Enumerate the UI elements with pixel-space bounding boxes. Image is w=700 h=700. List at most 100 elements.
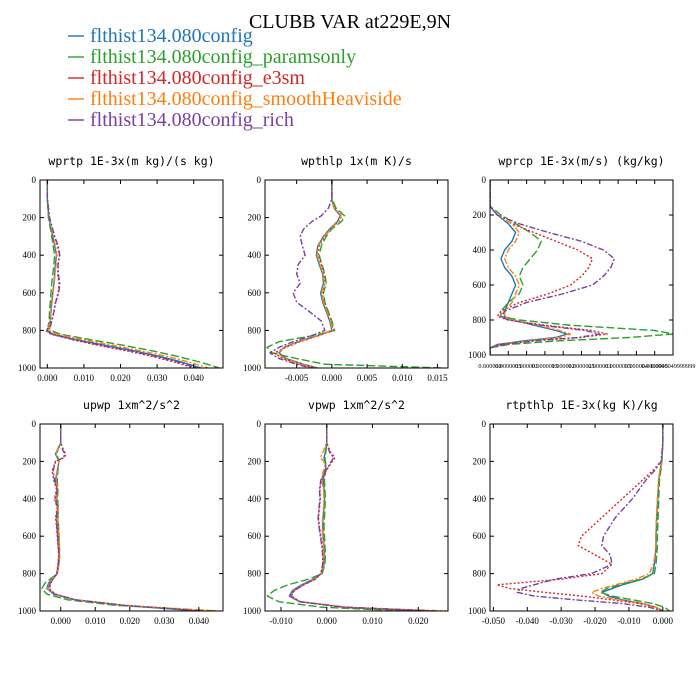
x-tick-label: 0.020 <box>110 373 131 383</box>
y-tick-label: 800 <box>248 569 262 579</box>
x-tick-label: -0.050 <box>482 616 506 626</box>
x-tick-label: 0.000004 <box>625 363 648 370</box>
x-tick-label: -0.005 <box>285 373 309 383</box>
panel-title: wprtp 1E-3x(m kg)/(s kg) <box>48 154 214 168</box>
y-tick-label: 800 <box>473 569 487 579</box>
legend-label: flthist134.080config_paramsonly <box>90 46 356 68</box>
x-tick-label: 0.020 <box>408 616 429 626</box>
panel-title: rtpthlp 1E-3x(kg K)/kg <box>505 398 657 412</box>
x-tick-label: 0.000 <box>317 616 338 626</box>
y-tick-label: 400 <box>473 494 487 504</box>
series-line <box>490 180 568 355</box>
series-line <box>45 180 198 368</box>
y-tick-label: 600 <box>473 280 487 290</box>
y-tick-label: 200 <box>473 456 487 466</box>
x-tick-label: -0.010 <box>617 616 641 626</box>
x-tick-label: -0.040 <box>516 616 540 626</box>
y-tick-label: 400 <box>473 245 487 255</box>
series-line <box>276 180 342 368</box>
x-tick-label: 0.010 <box>85 616 106 626</box>
legend-label: flthist134.080config <box>90 25 253 47</box>
legend: flthist134.080configflthist134.080config… <box>68 25 402 131</box>
y-tick-label: 1000 <box>18 606 37 616</box>
y-tick-label: 800 <box>23 325 37 335</box>
legend-label: flthist134.080config_e3sm <box>90 67 305 89</box>
series-line <box>269 180 333 368</box>
y-tick-label: 0 <box>482 175 487 185</box>
panel-title: upwp 1xm^2/s^2 <box>83 398 180 412</box>
y-tick-label: 800 <box>23 569 37 579</box>
y-tick-label: 0 <box>482 419 487 429</box>
chart-panel: upwp 1xm^2/s^2 0 200 400 600 800 1000 0.000 0.01… <box>18 398 224 626</box>
x-tick-label: 0.030 <box>154 616 175 626</box>
y-tick-label: 200 <box>23 456 37 466</box>
series-line <box>490 180 572 355</box>
legend-label: flthist134.080config_rich <box>90 109 294 131</box>
series-line <box>516 424 664 611</box>
y-tick-label: 1000 <box>18 363 37 373</box>
x-tick-label: 0.000 <box>322 373 343 383</box>
x-tick-label: -0.030 <box>550 616 574 626</box>
series-line <box>289 424 435 611</box>
x-tick-label: 0.0000005 <box>495 363 521 370</box>
plot-frame <box>264 179 449 369</box>
panel-title: vpwp 1xm^2/s^2 <box>308 398 405 412</box>
series-line <box>290 424 437 611</box>
series-line <box>266 424 410 611</box>
figure-title: CLUBB VAR at229E,9N <box>249 11 451 33</box>
x-tick-label: 0.000003 <box>588 363 611 370</box>
y-tick-label: 600 <box>248 531 262 541</box>
panel-title: wprcp 1E-3x(m/s) (kg/kg) <box>498 154 664 168</box>
y-tick-label: 600 <box>248 288 262 298</box>
panel-grid: wprtp 1E-3x(m kg)/(s kg) 0 200 400 600 800 100… <box>18 154 695 626</box>
series-line <box>289 424 446 611</box>
x-tick-label: 0.0000035 <box>605 363 631 370</box>
x-tick-label: 0.000000 <box>478 363 501 370</box>
series-line <box>46 180 202 368</box>
x-tick-label: 0.0000045 <box>642 363 668 370</box>
chart-panel: wpthlp 1x(m K)/s 0 200 400 600 800 1000 -0.005 0… <box>243 154 449 383</box>
series-line <box>46 424 199 611</box>
series-line <box>490 180 673 355</box>
legend-label: flthist134.080config_smoothHeaviside <box>90 88 402 110</box>
y-tick-label: 1000 <box>243 606 262 616</box>
series-line <box>599 424 671 611</box>
plot-frame <box>39 423 224 612</box>
x-tick-label: 0.015 <box>427 373 448 383</box>
x-tick-label: 0.000002 <box>552 363 575 370</box>
chart-panel: rtpthlp 1E-3x(kg K)/kg02004006008001000-… <box>468 398 674 626</box>
x-tick-label: 0.0000015 <box>532 363 558 370</box>
series-line <box>496 424 664 611</box>
y-tick-label: 600 <box>473 531 487 541</box>
y-tick-label: 400 <box>23 250 37 260</box>
series-line <box>46 180 209 368</box>
series-line <box>601 424 664 611</box>
x-tick-label: 0.005 <box>357 373 378 383</box>
series-line <box>288 424 428 611</box>
x-tick-label: 0.010 <box>392 373 413 383</box>
y-tick-label: 800 <box>248 325 262 335</box>
y-tick-label: 0 <box>32 175 37 185</box>
series-line <box>44 180 194 368</box>
y-tick-label: 0 <box>257 419 262 429</box>
series-line <box>490 180 608 355</box>
x-tick-label: 0.010 <box>362 616 383 626</box>
x-tick-label: 0.0000025 <box>568 363 594 370</box>
series-line <box>490 180 616 355</box>
x-tick-label: 0.0000049999999 <box>651 363 696 370</box>
y-tick-label: 0 <box>32 419 37 429</box>
y-tick-label: 200 <box>473 210 487 220</box>
series-line <box>590 424 664 611</box>
x-tick-label: 0.040 <box>189 616 210 626</box>
plot-frame <box>489 179 674 356</box>
y-tick-label: 400 <box>23 494 37 504</box>
series-line <box>273 180 343 368</box>
x-tick-label: 0.010 <box>74 373 95 383</box>
x-tick-label: 0.030 <box>147 373 168 383</box>
series-line <box>46 180 220 368</box>
y-tick-label: 1000 <box>468 350 487 360</box>
y-tick-label: 400 <box>248 250 262 260</box>
series-line <box>41 424 217 611</box>
y-tick-label: 1000 <box>243 363 262 373</box>
